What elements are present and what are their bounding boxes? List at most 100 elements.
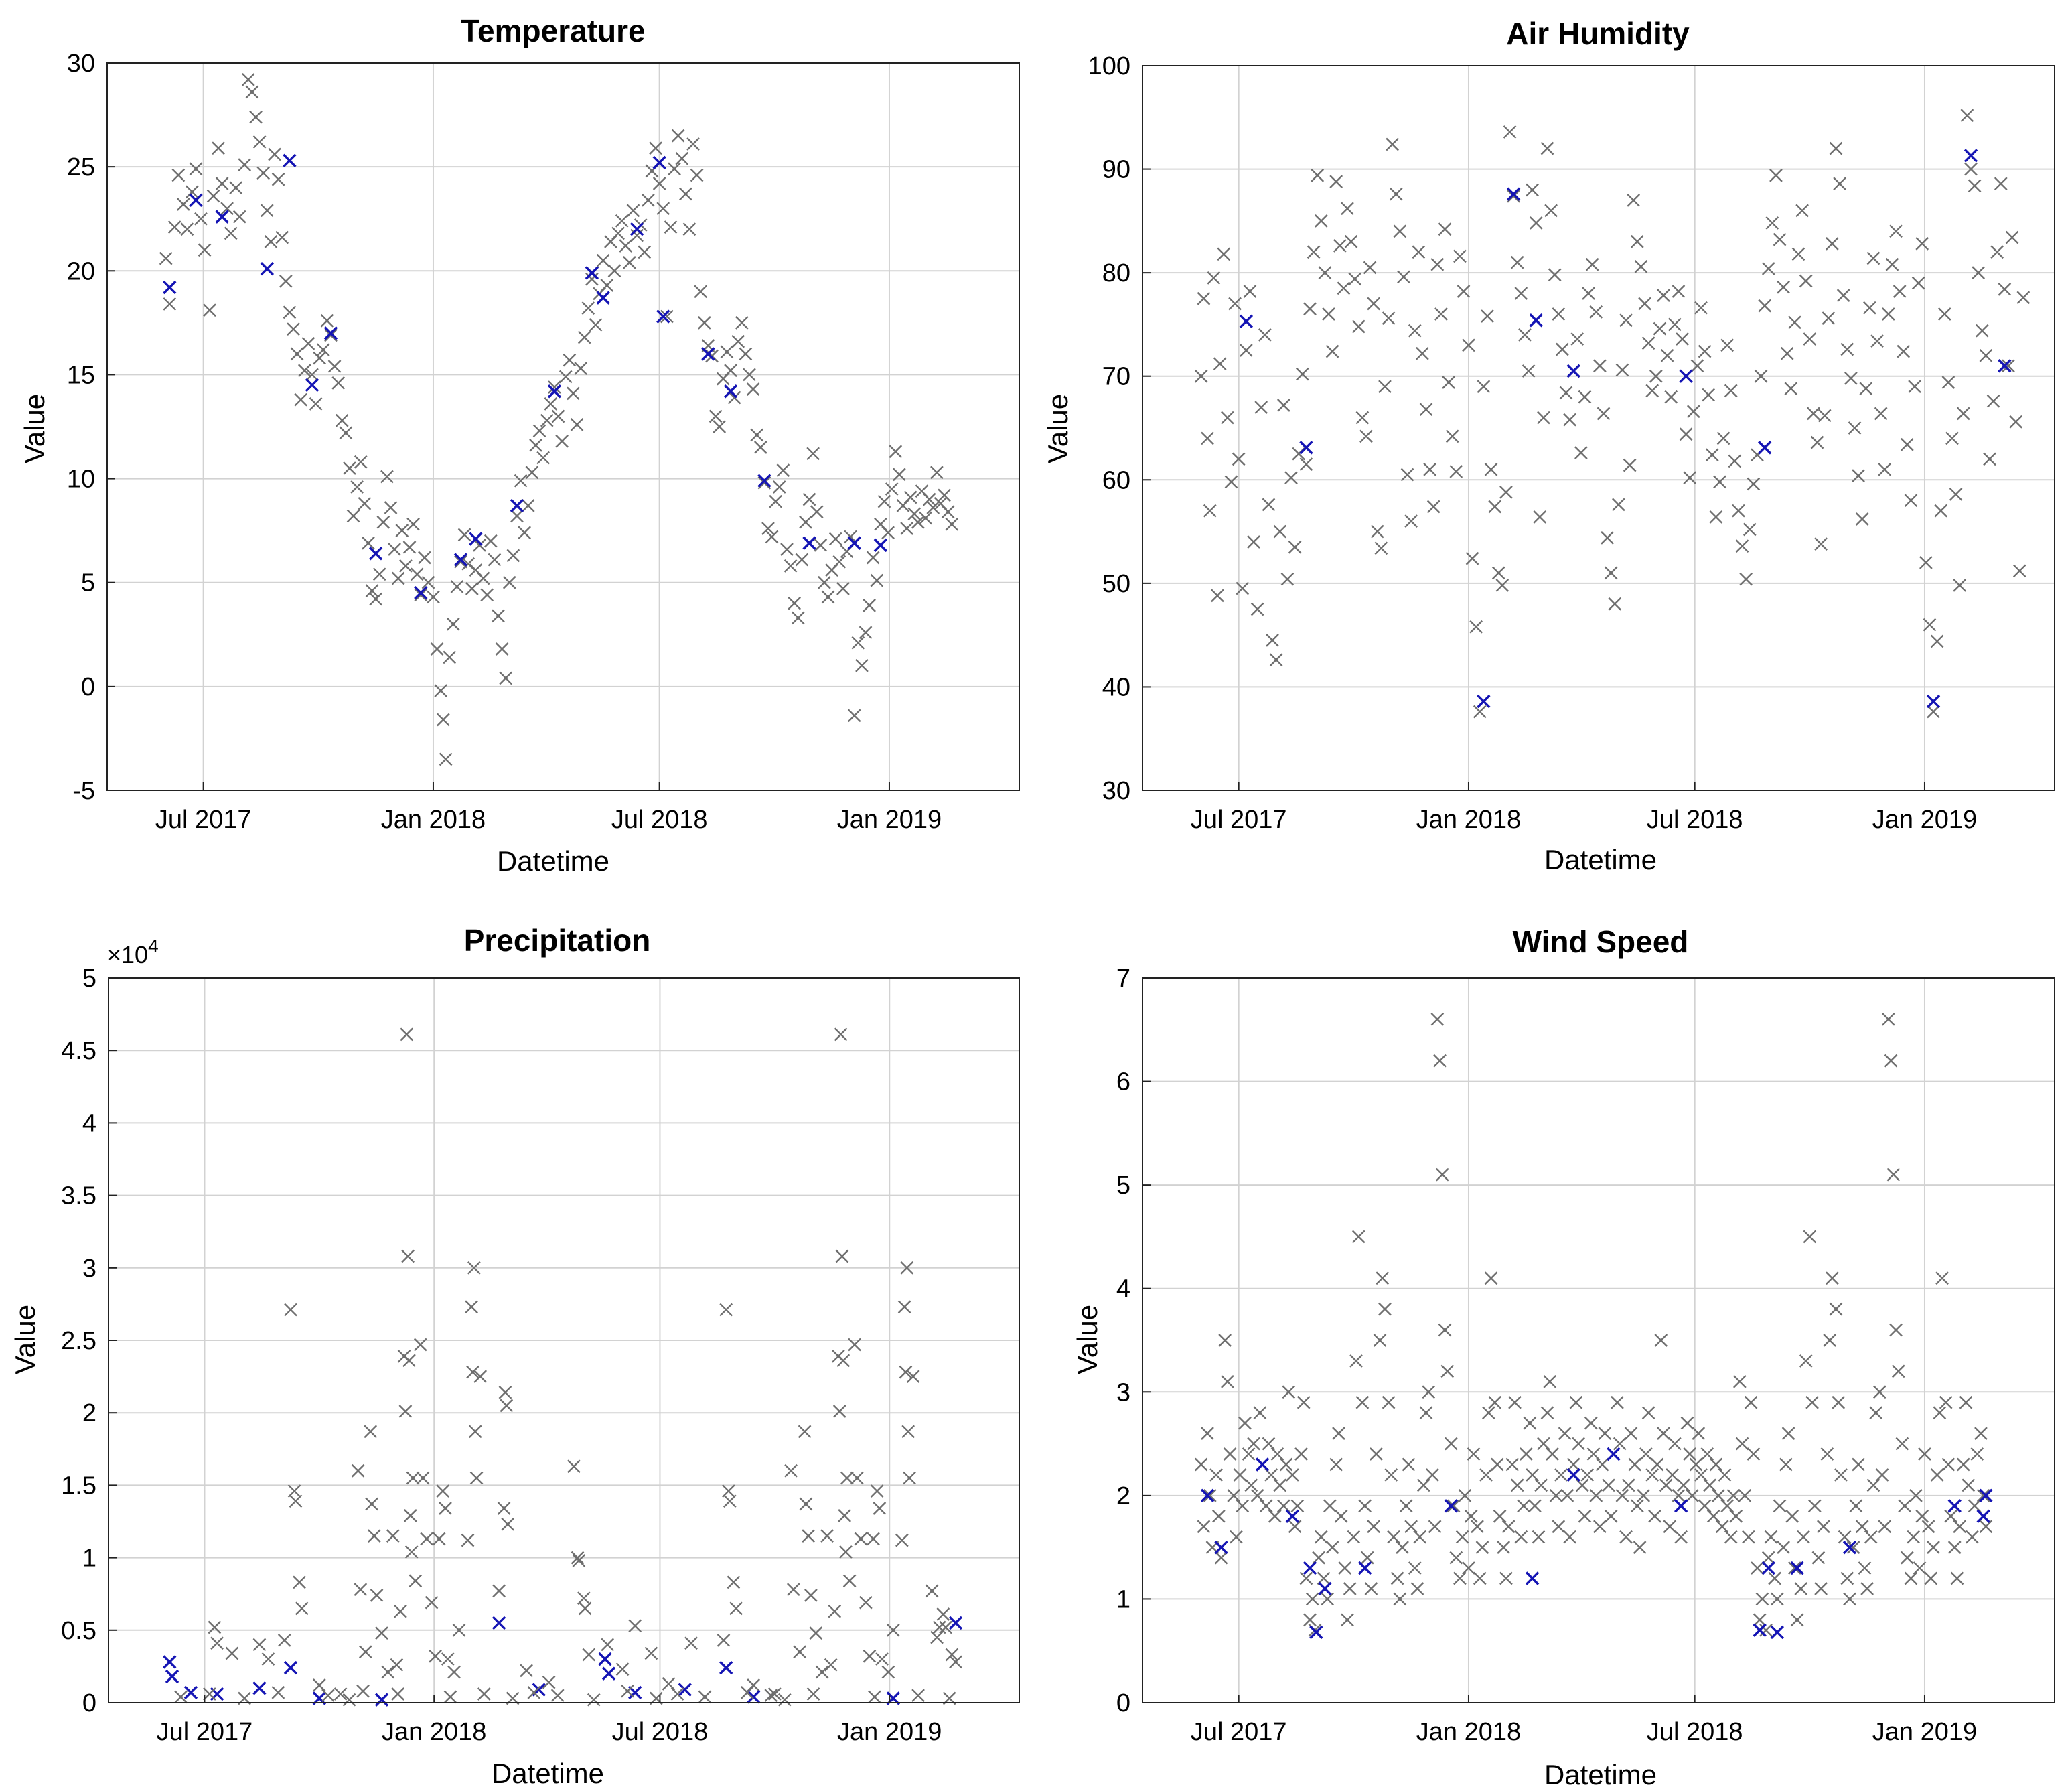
data-point (1803, 1230, 1817, 1244)
data-point (1660, 348, 1674, 362)
data-point (334, 1687, 348, 1701)
data-point (277, 1634, 291, 1647)
wind-speed-title: Wind Speed (1513, 924, 1689, 959)
data-point (1814, 1582, 1828, 1595)
data-point (1382, 1395, 1396, 1409)
data-point (1416, 346, 1429, 360)
data-point (1672, 1489, 1686, 1502)
data-point (1974, 1427, 1988, 1440)
data-point (1949, 488, 1963, 501)
data-point (418, 551, 431, 565)
data-point (1332, 1427, 1345, 1440)
data-point (1430, 1012, 1445, 1026)
data-point (1864, 1530, 1878, 1544)
data-point (786, 1583, 800, 1597)
data-point (484, 534, 498, 548)
data-point (1546, 1447, 1559, 1461)
data-point (1900, 437, 1914, 451)
data-point (1580, 1468, 1595, 1482)
data-point (1627, 194, 1641, 207)
data-point (1376, 1271, 1390, 1285)
data-point (497, 1502, 511, 1515)
data-point (810, 505, 824, 519)
data-point (1597, 407, 1611, 421)
data-point (1944, 1509, 1957, 1523)
data-point (1904, 1571, 1918, 1585)
data-point (1227, 1489, 1241, 1502)
data-point (477, 1687, 491, 1701)
data-point (1970, 1447, 1984, 1461)
data-point (232, 210, 246, 224)
data-point (1413, 1530, 1427, 1544)
data-point (260, 261, 275, 276)
data-point (848, 1338, 861, 1352)
data-point (290, 347, 304, 361)
data-point (930, 1630, 944, 1644)
data-point (1791, 247, 1805, 261)
data-point (1288, 1520, 1302, 1534)
data-point (1387, 1530, 1400, 1544)
data-point (705, 349, 719, 363)
data-point (1286, 1468, 1299, 1482)
data-point (1464, 1509, 1478, 1523)
data-point (1593, 359, 1607, 373)
wind-speed-plot-area: Jul 2017 Jan 2018 Jul 2018 Jan 2019 0 1 2 3 4 5 6 7 (1116, 964, 2055, 1746)
data-point (1347, 1530, 1361, 1544)
data-point (870, 573, 884, 587)
data-point (1666, 1468, 1679, 1482)
data-point (1517, 1499, 1530, 1513)
data-point (563, 353, 577, 367)
data-point (1488, 1395, 1501, 1409)
data-point (176, 198, 190, 211)
y-tick-label: 0 (1116, 1689, 1130, 1717)
data-point (163, 1655, 177, 1669)
data-point (1918, 1447, 1931, 1461)
data-point (365, 584, 379, 597)
data-point (1501, 1520, 1515, 1534)
data-point (260, 204, 274, 218)
data-point (321, 1689, 335, 1703)
data-point (215, 210, 229, 224)
data-point (1197, 291, 1211, 305)
data-point (1522, 364, 1536, 378)
data-point (1393, 1592, 1407, 1606)
data-point (1357, 1561, 1372, 1575)
wind-speed-series-observed (1194, 1012, 1993, 1637)
data-point (1586, 1447, 1601, 1461)
data-point (881, 1665, 895, 1679)
data-point (309, 397, 323, 411)
data-point (1532, 1530, 1546, 1544)
data-point (555, 434, 569, 448)
data-point (776, 463, 790, 478)
data-point (670, 1687, 684, 1701)
data-point (402, 541, 417, 554)
data-point (421, 575, 435, 589)
data-point (1276, 399, 1290, 412)
data-point (1290, 1499, 1305, 1513)
data-point (1314, 1530, 1328, 1544)
data-point (678, 1683, 692, 1697)
data-point (413, 1338, 427, 1352)
data-point (656, 202, 670, 216)
data-point (356, 1684, 370, 1698)
data-point (1253, 1406, 1267, 1420)
data-point (844, 530, 857, 544)
data-point (1700, 1447, 1714, 1461)
data-point (1351, 1230, 1365, 1244)
data-point (1203, 1489, 1217, 1502)
data-point (252, 1681, 267, 1695)
data-point (873, 1502, 887, 1515)
data-point (1221, 1374, 1234, 1388)
data-point (1826, 1271, 1839, 1285)
data-point (1323, 1499, 1337, 1513)
data-point (1621, 1478, 1635, 1492)
data-point (225, 1646, 239, 1660)
data-point (1236, 581, 1250, 595)
y-tick-label: 0 (81, 673, 95, 701)
data-point (901, 1425, 915, 1439)
data-point (1781, 1427, 1795, 1440)
data-point (283, 1660, 298, 1675)
data-point (1543, 1374, 1557, 1388)
data-point (473, 1370, 488, 1383)
data-point (753, 441, 767, 454)
